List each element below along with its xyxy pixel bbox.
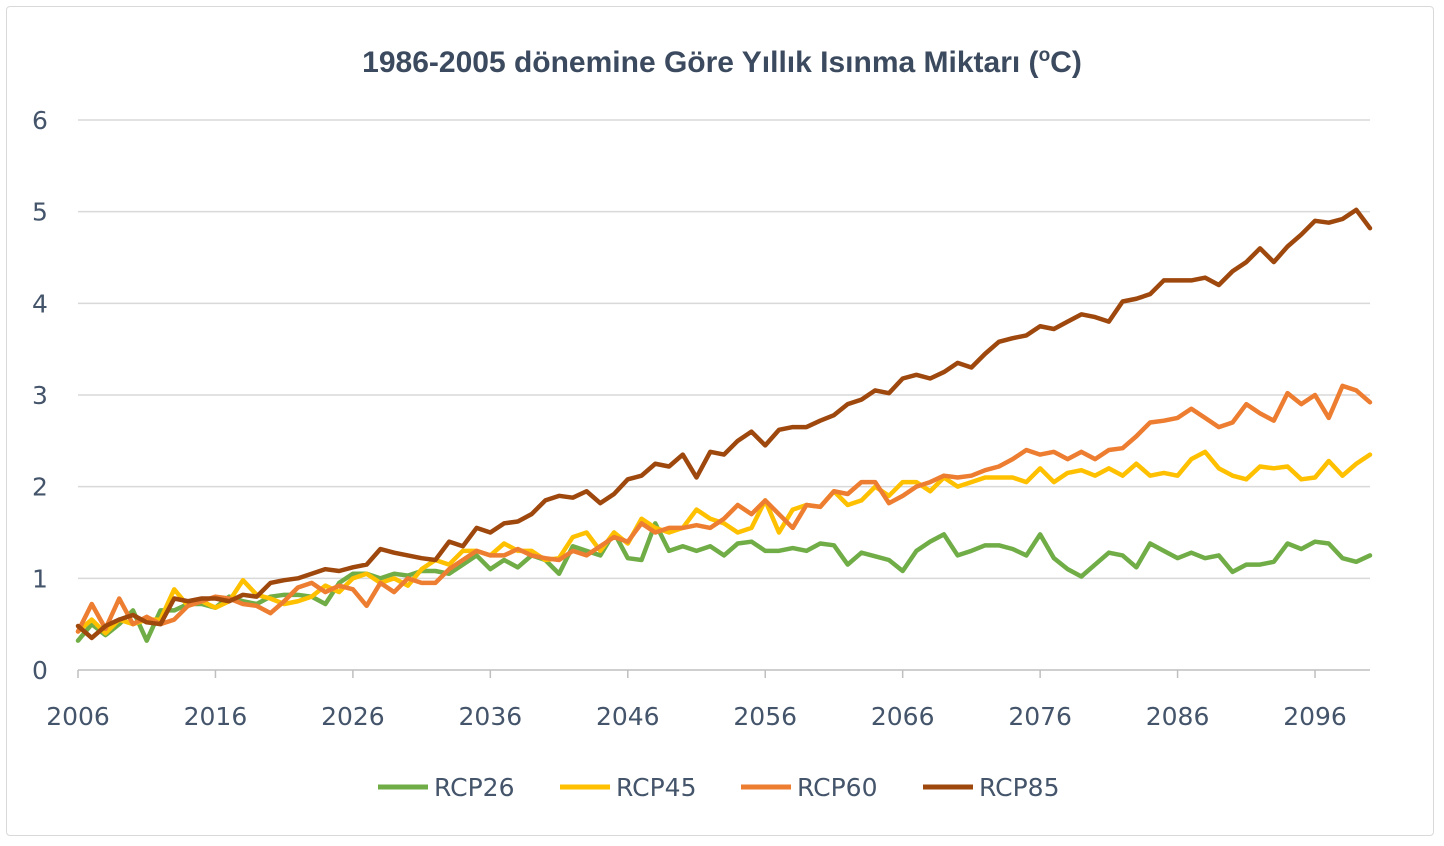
y-tick-label: 4: [32, 289, 48, 318]
x-tick-label: 2016: [184, 702, 248, 731]
legend-label-rcp26: RCP26: [434, 773, 514, 802]
y-tick-label: 1: [32, 564, 48, 593]
x-tick-label: 2076: [1008, 702, 1072, 731]
x-tick-label: 2046: [596, 702, 660, 731]
series-line-rcp85: [75, 207, 1373, 641]
legend-label-rcp85: RCP85: [979, 773, 1059, 802]
y-tick-label: 3: [32, 381, 48, 410]
series-line-rcp45: [75, 449, 1373, 636]
x-tick-label: 2096: [1283, 702, 1347, 731]
y-tick-label: 5: [32, 198, 48, 227]
chart-title-superscript: o: [1039, 45, 1051, 66]
x-tick-label: 2026: [321, 702, 385, 731]
y-axis-ticks: 0 1 2 3 4 5 6: [32, 106, 48, 685]
y-tick-label: 0: [32, 656, 48, 685]
gridlines: [78, 119, 1370, 580]
x-tick-label: 2036: [459, 702, 523, 731]
chart-title-main: 1986-2005 dönemine Göre Yıllık Isınma Mi…: [362, 46, 1038, 79]
series-line-rcp60: [75, 383, 1373, 634]
x-axis: 2006 2016 2026 2036 2046 2056 2066 2076 2086 2096: [46, 669, 1370, 731]
x-tick-label: 2006: [46, 702, 110, 731]
legend-label-rcp60: RCP60: [797, 773, 877, 802]
chart-title: 1986-2005 dönemine Göre Yıllık Isınma Mi…: [362, 45, 1082, 79]
legend-label-rcp45: RCP45: [616, 773, 696, 802]
chart-frame: [6, 6, 1434, 836]
legend: RCP26 RCP45 RCP60 RCP85: [378, 773, 1059, 802]
x-tick-label: 2056: [733, 702, 797, 731]
y-tick-label: 2: [32, 473, 48, 502]
series-lines: [75, 207, 1373, 643]
x-tick-label: 2066: [871, 702, 935, 731]
y-tick-label: 6: [32, 106, 48, 135]
x-tick-label: 2086: [1146, 702, 1210, 731]
chart-title-tail: C): [1050, 46, 1082, 79]
